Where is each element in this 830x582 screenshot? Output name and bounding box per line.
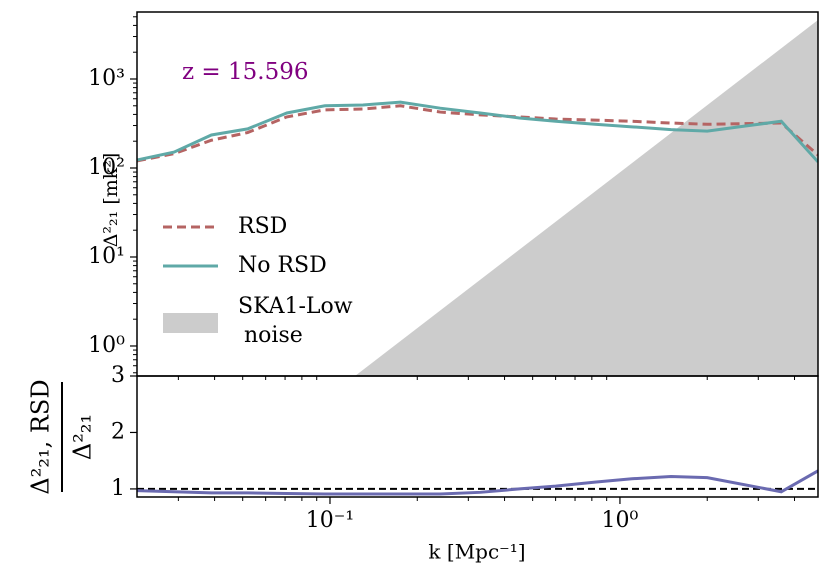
noise-area [355,20,818,376]
axes-frame [136,375,819,498]
legend-label: SKA1-Low noise [238,294,353,348]
x-tick-label: 10⁰ [602,508,639,533]
series-line [137,469,818,496]
legend-swatch [163,313,218,333]
y-tick-label: 10⁰ [88,333,125,358]
annotation: z = 15.596 [182,59,309,85]
y-label-numerator: Δ²₂₁, RSD [27,379,55,494]
series-line [137,100,818,163]
y-label-denominator: Δ²₂₁ [69,414,97,460]
x-axis-label: k [Mpc⁻¹] [428,540,525,564]
plot-area [137,469,818,496]
y-tick-label: 10¹ [88,244,125,269]
y-tick-label: 2 [111,419,125,444]
y-axis-label: Δ²₂₁ [mk²] [100,153,122,248]
legend-label: No RSD [238,253,327,278]
y-axis-label-2: Δ²₂₁, RSD Δ²₂₁ [27,379,97,494]
x-tick-label: 10⁻¹ [306,508,354,533]
y-tick-label: 10³ [88,66,125,91]
y-tick-label: 1 [111,476,125,501]
series-line [137,104,818,163]
y-tick-label: 3 [111,363,125,388]
y-tick-label: 10² [88,155,125,180]
legend-label: RSD [238,214,287,239]
plot-area [137,20,818,376]
